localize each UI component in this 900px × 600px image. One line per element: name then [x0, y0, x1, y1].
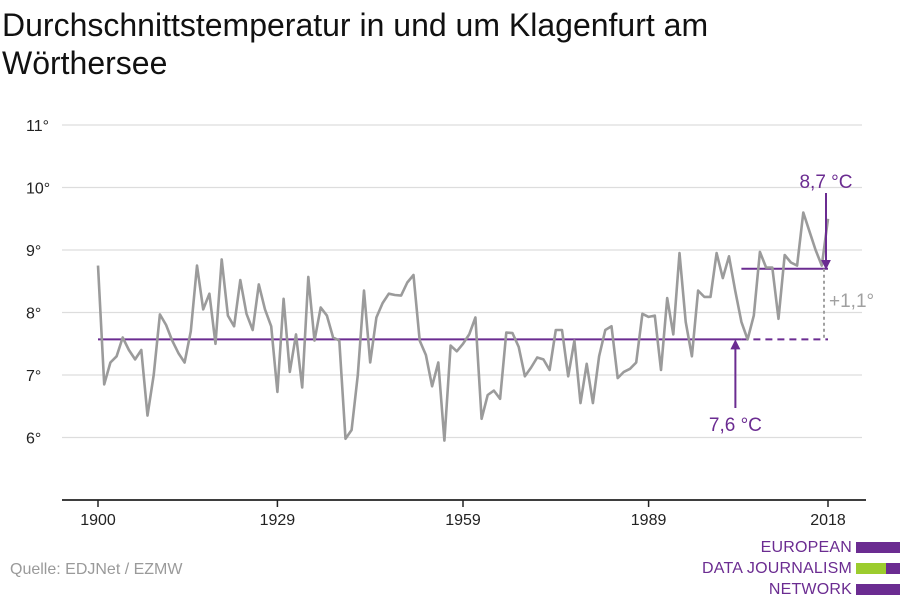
grid-lines	[62, 124, 862, 439]
x-axis: 1900 1929 1959 1989 2018	[62, 499, 866, 529]
difference-label: +1,1°	[829, 291, 874, 312]
temperature-line	[96, 211, 830, 442]
y-axis-labels: 6° 7° 8° 9° 10° 11°	[26, 118, 50, 448]
series-lines	[96, 211, 830, 442]
x-tick-label: 1989	[631, 512, 667, 529]
edjnet-logo: EUROPEAN DATA JOURNALISM NETWORK	[700, 538, 900, 600]
x-tick-label: 1929	[260, 512, 296, 529]
recent-average-label: 8,7 °C	[799, 172, 852, 193]
logo-bar-purple-top	[856, 542, 900, 553]
logo-line-1: EUROPEAN	[760, 539, 852, 556]
y-tick-label: 11°	[26, 118, 49, 135]
annotations: +1,1° 8,7 °C 7,6 °C	[709, 172, 874, 436]
logo-bar-green	[856, 563, 886, 574]
y-tick-label: 6°	[26, 431, 41, 448]
y-tick-label: 10°	[26, 181, 50, 198]
y-tick-label: 9°	[26, 243, 41, 260]
logo-line-2: DATA JOURNALISM	[702, 560, 852, 577]
logo-bar-purple-middle	[886, 563, 900, 574]
y-tick-label: 8°	[26, 306, 41, 323]
x-tick-label: 2018	[810, 512, 846, 529]
chart-title: Durchschnittstemperatur in und um Klagen…	[2, 7, 709, 81]
x-tick-label: 1900	[80, 512, 116, 529]
x-tick-label: 1959	[445, 512, 481, 529]
logo-bar-purple-bottom	[856, 584, 900, 595]
baseline-average-label: 7,6 °C	[709, 415, 762, 436]
logo-line-3: NETWORK	[768, 581, 852, 598]
y-tick-label: 7°	[26, 368, 41, 385]
source-note: Quelle: EDJNet / EZMW	[10, 561, 183, 578]
